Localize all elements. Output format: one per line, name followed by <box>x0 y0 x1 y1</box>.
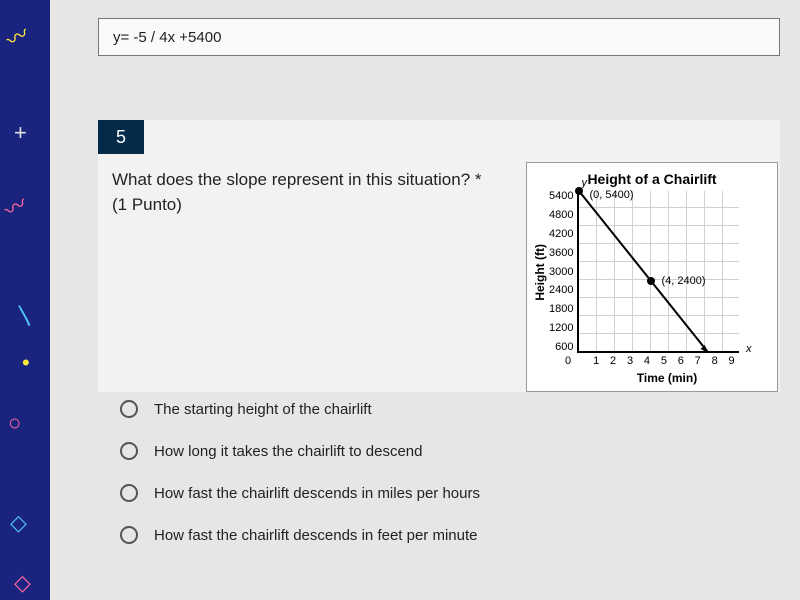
option-3[interactable]: How fast the chairlift descends in miles… <box>98 472 780 514</box>
chart-y-axis-label: Height (ft) <box>533 244 547 301</box>
data-point <box>647 277 655 285</box>
ytick: 5400 <box>549 191 573 202</box>
xtick: 1 <box>593 355 599 367</box>
xtick: 2 <box>610 355 616 367</box>
question-number: 5 <box>116 127 126 148</box>
xtick: 6 <box>678 355 684 367</box>
question-card: 5 What does the slope represent in this … <box>98 120 780 392</box>
chart-plot-area: y x (0, 5400)(4, 2400) <box>577 191 739 353</box>
deco-squiggle-2: 〰 <box>0 187 33 226</box>
deco-diamond-2: ◇ <box>14 570 31 596</box>
chart-panel: Height of a Chairlift Height (ft) 540048… <box>526 162 778 392</box>
option-1[interactable]: The starting height of the chairlift <box>98 388 780 430</box>
deco-diamond-1: ◇ <box>10 510 27 536</box>
question-prompt: What does the slope represent in this si… <box>112 170 482 189</box>
data-point <box>575 187 583 195</box>
xtick: 7 <box>695 355 701 367</box>
option-label: How long it takes the chairlift to desce… <box>154 443 422 460</box>
chart-x-ticks: 123456789 <box>581 355 743 367</box>
option-label: The starting height of the chairlift <box>154 401 372 418</box>
ytick: 1800 <box>549 304 573 315</box>
chart-y-ticks: 5400 4800 4200 3600 3000 2400 1800 1200 600 <box>549 191 573 353</box>
chart-x-axis-label: Time (min) <box>563 371 771 385</box>
xtick: 4 <box>644 355 650 367</box>
question-text: What does the slope represent in this si… <box>98 162 526 392</box>
data-point-label: (4, 2400) <box>661 275 705 287</box>
chart-line-svg <box>579 191 741 353</box>
deco-circle: ○ <box>8 410 21 436</box>
ytick: 4200 <box>549 229 573 240</box>
main-content: y= -5 / 4x +5400 5 What does the slope r… <box>50 0 800 600</box>
previous-answer-input[interactable]: y= -5 / 4x +5400 <box>98 18 780 56</box>
ytick: 3000 <box>549 267 573 278</box>
answer-options: The starting height of the chairlift How… <box>98 388 780 556</box>
option-2[interactable]: How long it takes the chairlift to desce… <box>98 430 780 472</box>
option-label: How fast the chairlift descends in feet … <box>154 527 478 544</box>
option-label: How fast the chairlift descends in miles… <box>154 485 480 502</box>
ytick: 4800 <box>549 210 573 221</box>
chart-origin-label: 0 <box>565 355 571 367</box>
ytick: 2400 <box>549 285 573 296</box>
radio-icon <box>120 442 138 460</box>
deco-plus: + <box>14 120 27 146</box>
decorative-sidebar: 〰 + 〰 〵 • ○ ◇ ◇ <box>0 0 50 600</box>
xtick: 8 <box>712 355 718 367</box>
previous-answer-text: y= -5 / 4x +5400 <box>113 29 221 46</box>
xtick: 3 <box>627 355 633 367</box>
chart-title: Height of a Chairlift <box>533 171 771 187</box>
question-number-badge: 5 <box>98 120 144 154</box>
ytick: 3600 <box>549 248 573 259</box>
option-4[interactable]: How fast the chairlift descends in feet … <box>98 514 780 556</box>
data-point-label: (0, 5400) <box>589 189 633 201</box>
radio-icon <box>120 526 138 544</box>
ytick: 600 <box>549 342 573 353</box>
question-points: (1 Punto) <box>112 195 182 214</box>
radio-icon <box>120 484 138 502</box>
deco-angle: 〵 <box>14 300 36 332</box>
x-axis-marker: x <box>746 343 752 355</box>
deco-squiggle-1: 〰 <box>0 17 35 56</box>
xtick: 9 <box>729 355 735 367</box>
ytick: 1200 <box>549 323 573 334</box>
radio-icon <box>120 400 138 418</box>
xtick: 5 <box>661 355 667 367</box>
deco-dot: • <box>22 350 30 376</box>
